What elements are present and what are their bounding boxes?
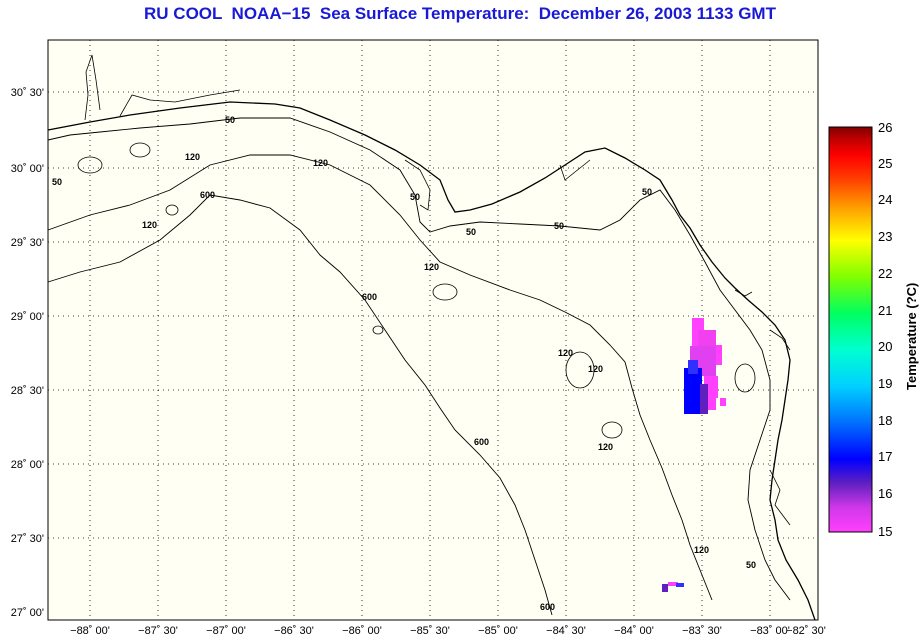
contour-label: 600 <box>200 190 215 200</box>
contour-features <box>77 142 756 439</box>
latitude-labels: 30˚ 30' 30˚ 00' 29˚ 30' 29˚ 00' 28˚ 30' … <box>11 87 44 619</box>
lon-label: −85˚ 30' <box>410 625 450 637</box>
lon-label: −87˚ 30' <box>138 625 178 637</box>
lon-label: −86˚ 00' <box>342 625 382 637</box>
lat-label: 27˚ 00' <box>11 607 44 619</box>
map-frame <box>47 39 819 621</box>
graticule <box>48 40 818 620</box>
contour-label: 50 <box>225 115 235 125</box>
isobath-120 <box>47 154 713 601</box>
contour-label: 120 <box>598 442 613 452</box>
contour-label: 50 <box>554 221 564 231</box>
colorbar-title: Temperature (?C) <box>904 283 919 390</box>
contour-label-group: 50 50 50 50 50 50 50 120 120 120 120 120… <box>52 115 756 612</box>
contour-label: 50 <box>410 192 420 202</box>
colorbar-tick: 26 <box>878 120 892 135</box>
colorbar-tick: 23 <box>878 229 892 244</box>
lat-label: 30˚ 30' <box>11 87 44 99</box>
lon-label: −82˚ 30' <box>786 625 826 637</box>
lon-label: −83˚ 00' <box>750 625 790 637</box>
colorbar-tick: 16 <box>878 486 892 501</box>
lat-label: 27˚ 30' <box>11 533 44 545</box>
contour-label: 50 <box>746 560 756 570</box>
contour-label: 120 <box>694 545 709 555</box>
contour-label: 50 <box>466 227 476 237</box>
colorbar-tick: 20 <box>878 339 892 354</box>
lat-label: 29˚ 30' <box>11 237 44 249</box>
contour-label: 120 <box>185 152 200 162</box>
lon-label: −87˚ 00' <box>206 625 246 637</box>
lat-label: 28˚ 30' <box>11 385 44 397</box>
isobath-600 <box>47 194 553 616</box>
contour-label: 120 <box>142 220 157 230</box>
colorbar-tick: 25 <box>878 156 892 171</box>
contour-label: 50 <box>52 177 62 187</box>
lon-label: −84˚ 00' <box>614 625 654 637</box>
contour-label: 120 <box>424 262 439 272</box>
contour-label: 600 <box>540 602 555 612</box>
colorbar-tick: 24 <box>878 192 892 207</box>
contour-label: 120 <box>558 348 573 358</box>
colorbar-tick: 22 <box>878 266 892 281</box>
colorbar-tick: 17 <box>878 449 892 464</box>
contour-label: 120 <box>313 158 328 168</box>
contour-label: 600 <box>362 292 377 302</box>
longitude-labels: −88˚ 00' −87˚ 30' −87˚ 00' −86˚ 30' −86˚… <box>70 625 826 637</box>
colorbar-tick: 19 <box>878 376 892 391</box>
sst-data-patch <box>662 318 726 592</box>
colorbar <box>828 126 873 533</box>
colorbar-tick: 18 <box>878 413 892 428</box>
colorbar-tick: 15 <box>878 524 892 539</box>
contour-label: 120 <box>588 364 603 374</box>
lon-label: −86˚ 30' <box>274 625 314 637</box>
lat-label: 29˚ 00' <box>11 311 44 323</box>
lat-label: 28˚ 00' <box>11 459 44 471</box>
lon-label: −88˚ 00' <box>70 625 110 637</box>
lon-label: −83˚ 30' <box>682 625 722 637</box>
contour-label: 600 <box>474 437 489 447</box>
isobath-50 <box>47 117 791 601</box>
coast-detail <box>84 54 791 526</box>
lon-label: −85˚ 00' <box>478 625 518 637</box>
lat-label: 30˚ 00' <box>11 163 44 175</box>
coastline <box>47 101 816 621</box>
map-title: RU COOL NOAA−15 Sea Surface Temperature:… <box>144 4 776 23</box>
lon-label: −84˚ 30' <box>546 625 586 637</box>
colorbar-ticks: 26 25 24 23 22 21 20 19 18 17 16 15 <box>878 120 892 539</box>
contour-label: 50 <box>642 187 652 197</box>
colorbar-tick: 21 <box>878 303 892 318</box>
